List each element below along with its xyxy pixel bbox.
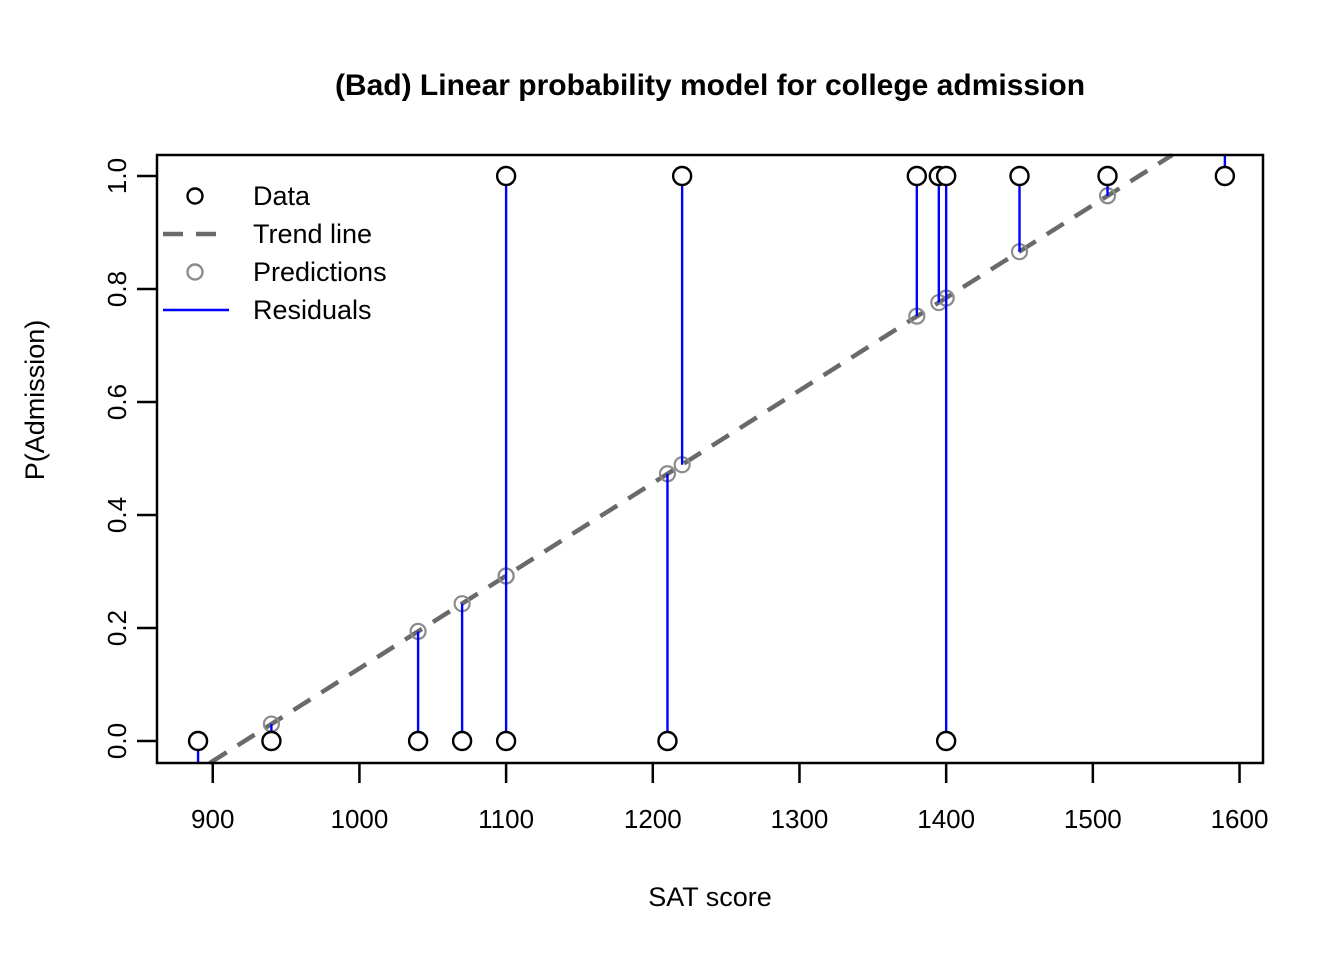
x-axis-tick-label: 900	[191, 804, 234, 834]
legend: Data Trend line Predictions Residuals	[163, 181, 387, 325]
x-axis-tick-label: 1200	[624, 804, 682, 834]
data-point	[1009, 165, 1030, 187]
legend-label-trend-line: Trend line	[253, 219, 372, 249]
y-axis-tick-label: 0.8	[102, 271, 132, 307]
legend-label-data: Data	[253, 181, 311, 211]
data-point	[261, 730, 282, 752]
plot-area-border	[155, 153, 1265, 765]
data-points-layer	[187, 165, 1236, 752]
y-axis-tick-label: 0.0	[102, 723, 132, 759]
legend-marker-data-icon	[186, 187, 204, 205]
y-axis-tick-label: 0.4	[102, 497, 132, 533]
data-point	[495, 165, 517, 187]
y-axis-tick-label: 1.0	[102, 158, 132, 194]
data-point	[187, 730, 209, 752]
trend-line	[208, 153, 1174, 765]
x-axis-tick-label: 1300	[771, 804, 829, 834]
axes-layer: 900 1000 1100 1200 1300 1400 1500 1600 0.0 0.2 0.4…	[102, 158, 1268, 834]
data-point	[451, 730, 473, 752]
x-axis-tick-label: 1500	[1064, 804, 1122, 834]
x-axis-tick-label: 1100	[478, 804, 534, 834]
legend-label-predictions: Predictions	[253, 257, 387, 287]
trend-line-layer	[208, 153, 1174, 765]
x-axis-title: SAT score	[648, 882, 772, 912]
x-axis-tick-label: 1000	[331, 804, 389, 834]
data-point	[671, 165, 693, 187]
data-point	[1097, 165, 1118, 187]
data-point	[906, 165, 928, 187]
x-axis-tick-label: 1600	[1211, 804, 1269, 834]
chart-title: (Bad) Linear probability model for colle…	[335, 69, 1085, 102]
x-axis-tick-label: 1400	[917, 804, 975, 834]
data-point	[1214, 165, 1236, 187]
data-point	[657, 730, 678, 752]
legend-markers	[163, 187, 229, 312]
y-axis-tick-label: 0.2	[102, 610, 132, 646]
y-axis-title: P(Admission)	[20, 320, 50, 481]
y-axis-tick-label: 0.6	[102, 384, 132, 420]
legend-marker-predictions-icon	[186, 263, 204, 281]
data-point	[495, 730, 517, 752]
residuals-layer	[196, 155, 1227, 763]
data-point	[935, 165, 957, 187]
data-point	[935, 730, 957, 752]
legend-label-residuals: Residuals	[253, 295, 372, 325]
data-point	[407, 730, 429, 752]
